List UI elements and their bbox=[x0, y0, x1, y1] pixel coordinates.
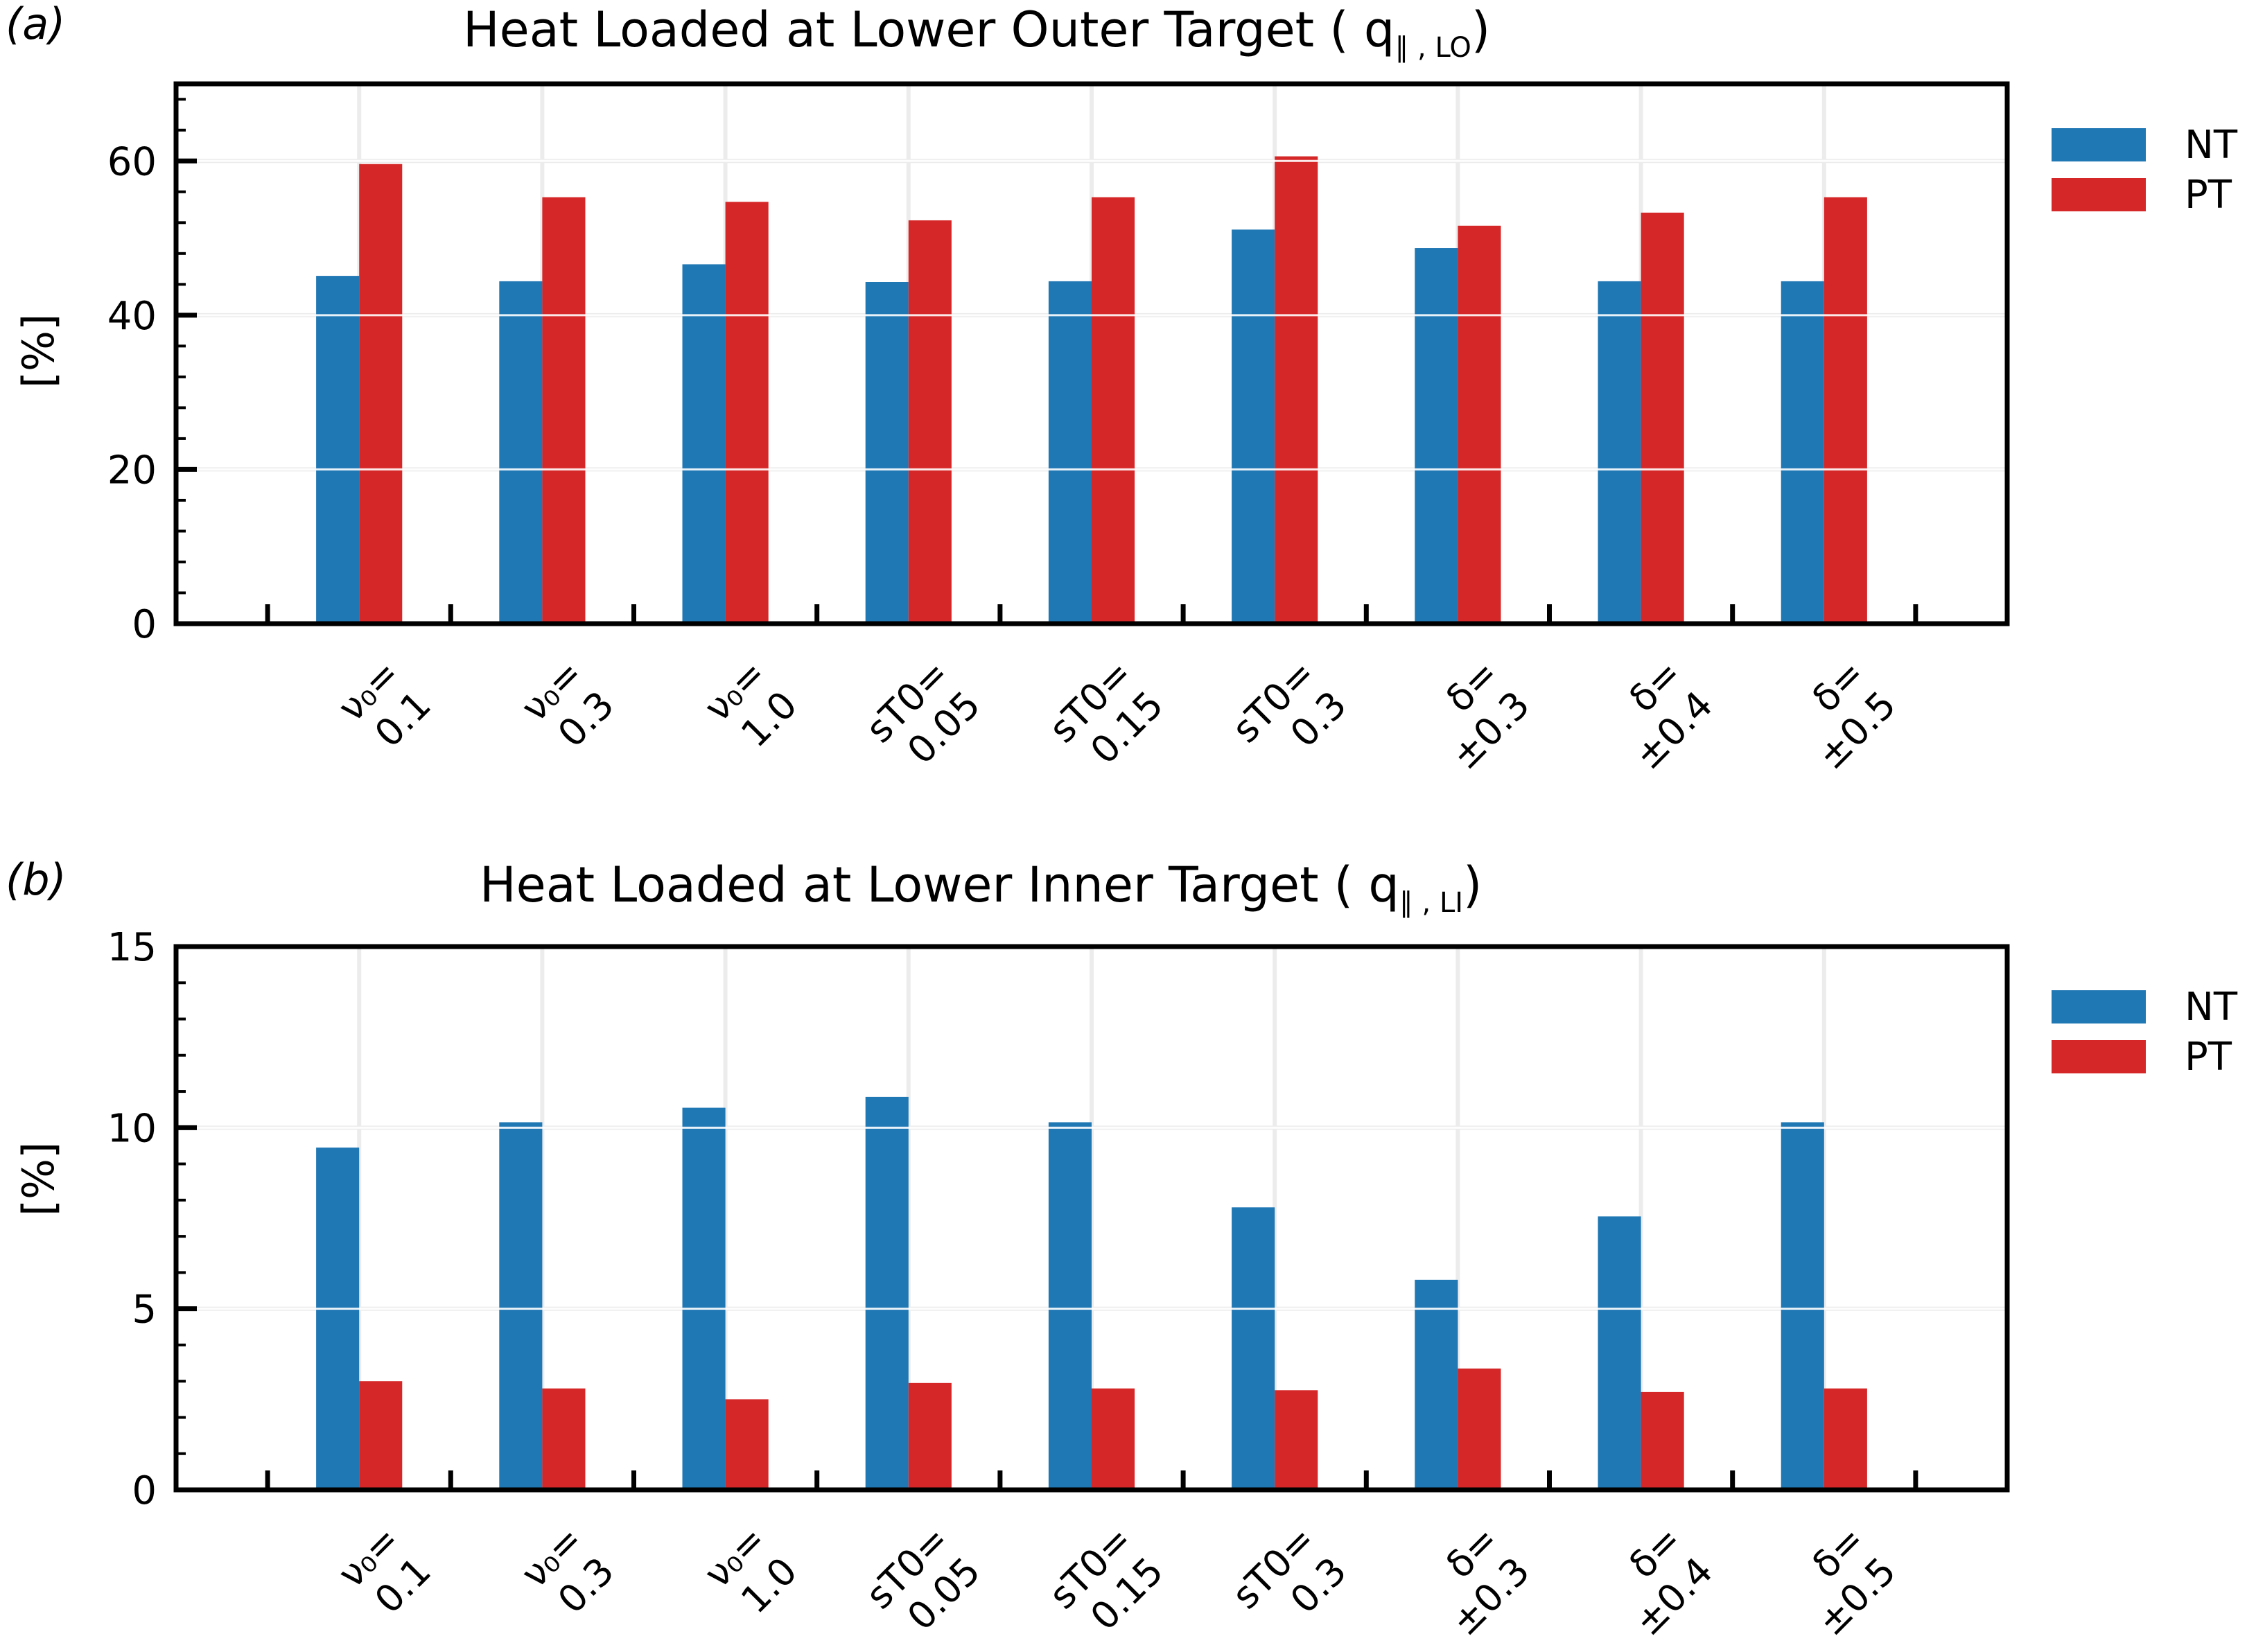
bar-nt bbox=[316, 276, 360, 624]
chart-title: Heat Loaded at Lower Inner Target ( q∥ ,… bbox=[480, 856, 1482, 919]
bar-nt bbox=[316, 1148, 360, 1490]
y-tick-label: 5 bbox=[132, 1288, 157, 1333]
bar-nt bbox=[1598, 281, 1641, 624]
x-tick-label: δ=±0.4 bbox=[1620, 651, 1721, 778]
title-text: Heat Loaded at Lower Outer Target ( q bbox=[463, 1, 1395, 58]
legend-item-nt: NT bbox=[2052, 122, 2238, 168]
x-tick-label: ν₀=0.3 bbox=[513, 1518, 622, 1622]
chart-title: Heat Loaded at Lower Outer Target ( q∥ ,… bbox=[463, 1, 1490, 64]
x-tick-label: sT0=0.15 bbox=[1040, 1518, 1171, 1639]
bar-nt bbox=[1048, 281, 1092, 624]
bar-pt bbox=[1458, 225, 1501, 624]
x-tick-label: sT0=0.3 bbox=[1224, 1518, 1355, 1622]
bar-chart-b: 0 5 10 15 ν₀=0.1 ν₀=0.3 ν₀=1.0 sT0=0.05 sT0=0.15… bbox=[107, 925, 2010, 1644]
legend-label: PT bbox=[2185, 1034, 2232, 1080]
legend-item-pt: PT bbox=[2052, 1034, 2237, 1080]
bar-pt bbox=[1092, 197, 1135, 624]
legend-swatch-nt bbox=[2052, 990, 2146, 1023]
bar-pt bbox=[1641, 1391, 1684, 1490]
bar-nt bbox=[1781, 281, 1824, 624]
legend-item-nt: NT bbox=[2052, 984, 2238, 1030]
y-tick-label: 0 bbox=[132, 1468, 157, 1513]
legend-label: PT bbox=[2185, 172, 2232, 218]
bar-pt bbox=[908, 1382, 952, 1490]
bar-nt bbox=[1598, 1216, 1641, 1490]
panel-label: (a) bbox=[6, 0, 66, 49]
title-end: ) bbox=[1463, 856, 1483, 913]
y-tick-label: 40 bbox=[107, 294, 157, 339]
x-tick-label: δ=±0.3 bbox=[1437, 1518, 1538, 1644]
legend-swatch-pt bbox=[2052, 178, 2146, 211]
bar-pt bbox=[1458, 1368, 1501, 1490]
x-tick-label: sT0=0.05 bbox=[857, 1518, 988, 1639]
bar-pt bbox=[1275, 1390, 1318, 1490]
bar-nt bbox=[865, 282, 909, 624]
bar-nt bbox=[1781, 1122, 1824, 1490]
plot-frame bbox=[173, 81, 2010, 626]
x-tick-label: ν₀=0.3 bbox=[513, 651, 622, 756]
x-tick-label: ν₀=1.0 bbox=[696, 651, 805, 756]
legend-label: NT bbox=[2185, 984, 2238, 1030]
plot-frame bbox=[173, 944, 2010, 1493]
bar-nt bbox=[1048, 1122, 1092, 1490]
x-tick-label: ν₀=0.1 bbox=[329, 651, 439, 756]
bar-nt bbox=[1232, 1207, 1275, 1490]
bar-pt bbox=[1824, 197, 1867, 624]
x-tick-label: sT0=0.05 bbox=[857, 651, 988, 773]
y-tick-label: 0 bbox=[132, 602, 157, 647]
bar-nt bbox=[1415, 1279, 1458, 1490]
bar-nt bbox=[1415, 248, 1458, 624]
bar-pt bbox=[908, 220, 952, 624]
bar-pt bbox=[542, 1388, 586, 1490]
panel-a: (a) Heat Loaded at Lower Outer Target ( … bbox=[0, 0, 2247, 825]
bar-pt bbox=[725, 1399, 769, 1490]
bar-nt bbox=[499, 1122, 543, 1490]
y-tick-label: 15 bbox=[107, 925, 157, 970]
x-tick-label: δ=±0.3 bbox=[1437, 651, 1538, 778]
x-tick-label: δ=±0.5 bbox=[1803, 651, 1904, 778]
panel-label: (b) bbox=[6, 854, 67, 905]
bar-nt bbox=[499, 281, 543, 624]
y-tick-label: 20 bbox=[107, 448, 157, 493]
bar-pt bbox=[542, 197, 586, 624]
y-tick-label: 60 bbox=[107, 139, 157, 184]
legend-swatch-pt bbox=[2052, 1040, 2146, 1073]
bar-nt bbox=[1232, 229, 1275, 624]
bar-nt bbox=[682, 264, 726, 624]
x-tick-label: δ=±0.5 bbox=[1803, 1518, 1904, 1644]
title-subscript: ∥ , LO bbox=[1394, 32, 1471, 64]
x-tick-label: δ=±0.4 bbox=[1620, 1518, 1721, 1644]
bar-pt bbox=[725, 202, 769, 624]
x-tick-label: ν₀=1.0 bbox=[696, 1518, 805, 1622]
y-tick-label: 10 bbox=[107, 1106, 157, 1151]
x-tick-label: ν₀=0.1 bbox=[329, 1518, 439, 1622]
panel-b: (b) Heat Loaded at Lower Inner Target ( … bbox=[0, 825, 2247, 1652]
legend-item-pt: PT bbox=[2052, 172, 2237, 218]
bar-nt bbox=[682, 1107, 726, 1490]
bar-pt bbox=[1824, 1388, 1867, 1490]
bar-pt bbox=[1641, 212, 1684, 624]
title-text: Heat Loaded at Lower Inner Target ( q bbox=[480, 856, 1399, 913]
bar-pt bbox=[359, 1381, 403, 1490]
bar-pt bbox=[1275, 156, 1318, 624]
bar-pt bbox=[359, 164, 403, 624]
legend: NT PT bbox=[2052, 123, 2237, 223]
bar-chart-a: 0 20 40 60 ν₀=0.1 ν₀=0.3 ν₀=1.0 sT0=0.05 sT0=0.1… bbox=[107, 81, 2010, 778]
title-end: ) bbox=[1471, 1, 1491, 58]
x-tick-label: sT0=0.3 bbox=[1224, 651, 1355, 756]
x-tick-label: sT0=0.15 bbox=[1040, 651, 1171, 773]
bar-pt bbox=[1092, 1388, 1135, 1490]
bar-nt bbox=[865, 1096, 909, 1490]
legend-swatch-nt bbox=[2052, 128, 2146, 161]
legend-label: NT bbox=[2185, 122, 2238, 168]
legend: NT PT bbox=[2052, 985, 2237, 1085]
title-subscript: ∥ , LI bbox=[1399, 887, 1464, 919]
